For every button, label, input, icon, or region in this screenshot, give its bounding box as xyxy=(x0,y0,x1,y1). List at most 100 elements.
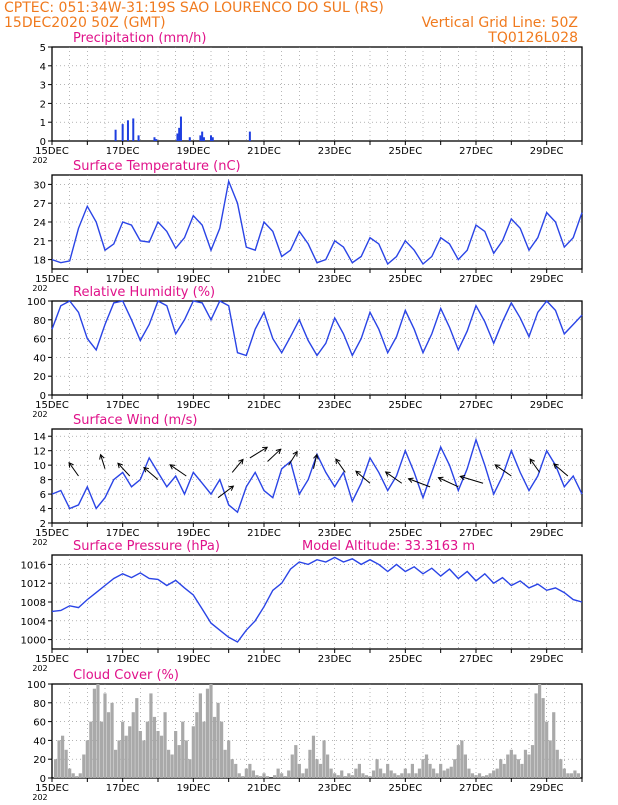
cloud-bar xyxy=(255,775,259,778)
cloud-bar xyxy=(244,768,248,778)
wind-arrow xyxy=(231,459,244,473)
wind-arrow-head xyxy=(99,453,105,460)
cloud-bar xyxy=(516,759,520,778)
cloud-bar xyxy=(92,688,96,778)
y-tick-label: 80 xyxy=(33,316,46,327)
x-tick-label: 21DEC xyxy=(247,400,281,411)
precip-bar xyxy=(210,135,212,141)
cloud-bar xyxy=(188,759,192,778)
precip-bar xyxy=(137,135,140,141)
cloud-bar xyxy=(343,776,347,778)
panel-2: 18 21 24 27 30 15DEC 17DEC 19DEC 21DEC 23DEC 25DEC… xyxy=(32,159,583,293)
x-tick-label: 19DEC xyxy=(176,654,210,665)
cloud-bar xyxy=(241,776,245,778)
precip-bar xyxy=(199,135,202,141)
cloud-bar xyxy=(350,775,354,778)
cloud-bar xyxy=(435,773,439,778)
y-tick-label: 1016 xyxy=(21,560,46,571)
cloud-bar xyxy=(368,776,372,778)
wind-arrow-head xyxy=(275,448,282,455)
cloud-bar xyxy=(149,693,153,778)
x-year-stub: 202 xyxy=(32,538,47,547)
cloud-bar xyxy=(446,768,450,778)
x-tick-label: 19DEC xyxy=(176,146,210,157)
x-tick-label: 29DEC xyxy=(530,274,564,285)
wind-arrow-head xyxy=(117,462,123,469)
wind-arrow-head xyxy=(335,458,341,465)
wind-arrow-head xyxy=(292,450,298,457)
cloud-bar xyxy=(273,775,277,778)
x-tick-label: 27DEC xyxy=(459,400,493,411)
cloud-bar xyxy=(488,773,492,778)
wind-arrow xyxy=(438,477,459,488)
cloud-bar xyxy=(403,768,407,778)
cloud-bar xyxy=(534,693,538,778)
panel-title: Cloud Cover (%) xyxy=(73,668,179,683)
cloud-bar xyxy=(135,698,139,778)
cloud-bar xyxy=(283,776,287,778)
cloud-bar xyxy=(410,763,414,778)
cloud-bar xyxy=(333,773,337,778)
wind-arrow-head xyxy=(407,477,414,483)
cloud-bar xyxy=(538,684,542,778)
cloud-bar xyxy=(159,735,164,778)
y-tick-label: 60 xyxy=(33,718,46,729)
wind-arrow xyxy=(529,458,541,473)
x-tick-label: 23DEC xyxy=(318,146,352,157)
cloud-bar xyxy=(379,768,383,778)
cloud-bar xyxy=(138,731,142,778)
wind-arrow xyxy=(355,470,371,484)
x-tick-label: 25DEC xyxy=(388,528,422,539)
cloud-bar xyxy=(78,773,82,778)
cloud-bar xyxy=(202,721,206,778)
precip-bar xyxy=(114,129,117,141)
cloud-bar xyxy=(64,749,68,778)
y-tick-label: 20 xyxy=(33,372,46,383)
cloud-bar xyxy=(68,768,72,778)
x-tick-label: 23DEC xyxy=(318,274,352,285)
cloud-bar xyxy=(492,770,496,778)
precip-bar xyxy=(179,116,182,141)
cloud-bar xyxy=(82,754,86,778)
x-year-stub: 202 xyxy=(32,156,47,165)
cloud-bar xyxy=(393,773,397,778)
y-tick-label: 60 xyxy=(33,335,46,346)
y-tick-label: 21 xyxy=(33,237,46,248)
x-tick-label: 15DEC xyxy=(35,654,69,665)
x-tick-label: 25DEC xyxy=(388,783,422,794)
cloud-bar xyxy=(449,766,453,778)
x-year-stub: 202 xyxy=(32,664,47,673)
cloud-bar xyxy=(152,716,157,778)
precip-bar xyxy=(188,137,191,141)
y-tick-label: 20 xyxy=(33,755,46,766)
x-tick-label: 15DEC xyxy=(35,146,69,157)
cloud-bar xyxy=(424,754,429,778)
cloud-bar xyxy=(57,740,61,778)
x-tick-label: 17DEC xyxy=(106,528,140,539)
panel-title: Relative Humidity (%) xyxy=(73,285,215,300)
y-tick-label: 0 xyxy=(40,137,46,148)
y-tick-label: 12 xyxy=(33,447,46,458)
precip-bar xyxy=(201,131,204,141)
x-tick-label: 17DEC xyxy=(106,783,140,794)
wind-arrow xyxy=(460,475,484,484)
panel-subtitle: Model Altitude: 33.3163 m xyxy=(302,539,475,554)
wind-arrow-head xyxy=(384,471,391,477)
cloud-bar xyxy=(485,775,489,778)
cloud-bar xyxy=(569,773,573,778)
x-tick-label: 27DEC xyxy=(459,528,493,539)
cloud-bar xyxy=(248,763,252,778)
wind-arrow-head xyxy=(68,461,74,468)
wind-arrow-head xyxy=(238,458,244,465)
cloud-bar xyxy=(71,773,75,778)
wind-arrow-head xyxy=(355,470,361,477)
cloud-bar xyxy=(347,773,351,778)
x-tick-label: 19DEC xyxy=(176,528,210,539)
cloud-bar xyxy=(545,721,549,778)
x-tick-label: 15DEC xyxy=(35,783,69,794)
header-station: CPTEC: 051:34W-31:19S SAO LOURENCO DO SU… xyxy=(4,0,384,16)
cloud-bar xyxy=(142,740,146,778)
cloud-bar xyxy=(442,770,446,778)
precip-bar xyxy=(202,137,205,141)
